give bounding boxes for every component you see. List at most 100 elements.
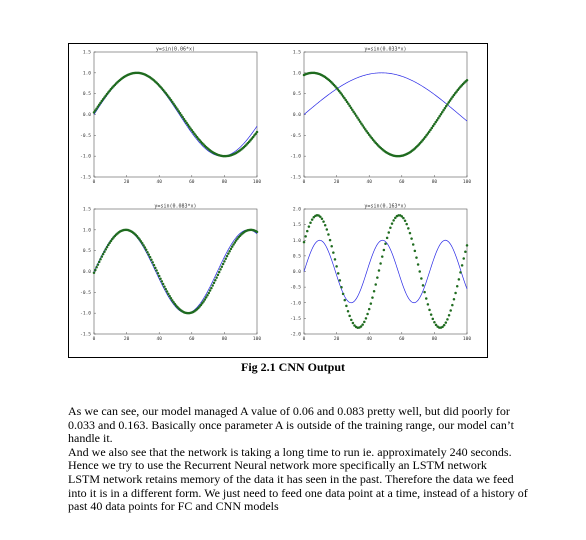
x-tick-label: 40 [366,336,372,342]
predicted-point [341,292,345,296]
predicted-point [348,104,351,107]
predicted-point [138,238,141,241]
y-tick-label: 1.0 [293,70,301,76]
y-tick-label: 0.0 [293,112,301,118]
predicted-point [351,108,354,111]
predicted-point [143,246,147,249]
predicted-point [335,265,338,268]
predicted-point [159,277,162,280]
predicted-point [438,114,441,118]
predicted-point [302,240,306,244]
y-tick-label: -1.0 [290,154,301,160]
predicted-point [336,272,340,275]
chart-svg: y=sin(0.083*x) 0 20 40 60 80 100 1.5 1.0 0.5 0.0 -0… [80,204,261,343]
predicted-point [144,248,148,252]
predicted-point [146,250,149,254]
predicted-point [433,321,436,324]
figure-caption: Fig 2.1 CNN Output [240,360,345,374]
x-tick-label: 100 [253,336,261,342]
predicted-point [346,309,350,313]
predicted-point [320,217,324,220]
y-tick-label: 1.5 [293,50,301,56]
x-tick-label: 60 [189,179,195,185]
chart-svg: y=sin(0.06*x) 0 20 40 60 80 100 1.5 1.0 0.5 0.0 -0.… [80,47,261,186]
predicted-point [459,271,462,274]
predicted-point [384,242,387,245]
chart-title: y=sin(0.06*x) [156,47,195,53]
chart-svg: y=sin(0.033*x) 0 20 40 60 80 100 1.5 1.0 0.5 0.0 -0… [290,47,471,186]
predicted-point [376,276,379,279]
predicted-point [176,108,179,111]
predicted-point [369,302,373,305]
predicted-point [101,98,105,101]
predicted-point [325,228,329,231]
predicted-point [189,127,192,130]
predicted-point [364,317,368,320]
predicted-point [437,116,440,120]
predicted-point [309,221,312,224]
predicted-point [408,231,412,235]
predicted-point [354,114,358,117]
predicted-point [442,108,445,112]
x-tick-label: 40 [156,336,162,342]
predicted-point [322,220,325,223]
y-tick-label: -1.0 [290,300,301,306]
x-tick-label: 0 [93,179,96,185]
x-tick-label: 80 [432,179,438,185]
predicted-point [328,238,332,242]
predicted-point [95,266,98,269]
predicted-point [103,96,106,99]
predicted-point [312,216,316,219]
y-tick-label: -2.0 [290,332,301,338]
predicted-point [443,106,447,110]
predicted-point [374,283,377,286]
y-tick-label: 1.5 [83,50,91,56]
x-tick-label: 40 [156,179,162,185]
predicted-point [371,296,374,299]
predicted-point [366,131,370,135]
predicted-point [411,243,415,246]
plot-area [303,208,468,335]
predicted-point [420,277,423,280]
predicted-point [219,268,222,271]
paragraph: Hence we try to use the Recurrent Neural… [68,458,487,473]
predicted-point [457,278,461,281]
x-tick-label: 40 [366,179,372,185]
predicted-point [207,291,210,295]
paragraph: And we also see that the network is taki… [68,444,512,459]
x-tick-label: 20 [334,179,340,185]
predicted-point [327,233,330,236]
predicted-point [186,123,190,127]
paragraph: As we can see, our model managed A value… [68,404,514,446]
predicted-point [377,269,381,272]
predicted-point [97,260,101,264]
predicted-point [92,271,96,274]
predicted-point [448,99,452,102]
y-tick-label: 0.0 [83,112,91,118]
predicted-point [174,106,178,109]
predicted-point [416,263,420,266]
predicted-point [211,284,214,287]
predicted-point [348,314,351,318]
plot-area [303,51,468,178]
predicted-point [440,110,444,114]
predicted-point [363,320,366,324]
predicted-point [180,113,183,117]
chart-title: y=sin(0.033*x) [364,47,406,53]
y-tick-label: 2.0 [293,207,301,213]
predicted-point [170,299,174,302]
paragraph: LSTM network retains memory of the data … [68,471,528,514]
predicted-point [426,132,430,135]
predicted-point [223,260,226,263]
predicted-point [361,124,364,127]
x-tick-label: 100 [463,336,471,342]
predicted-point [439,112,443,116]
predicted-point [204,296,208,299]
predicted-point [344,98,347,102]
predicted-point [442,323,446,327]
predicted-point [164,287,167,291]
predicted-point [434,323,438,327]
predicted-point [191,130,195,134]
predicted-point [429,128,432,132]
predicted-point [455,285,459,288]
